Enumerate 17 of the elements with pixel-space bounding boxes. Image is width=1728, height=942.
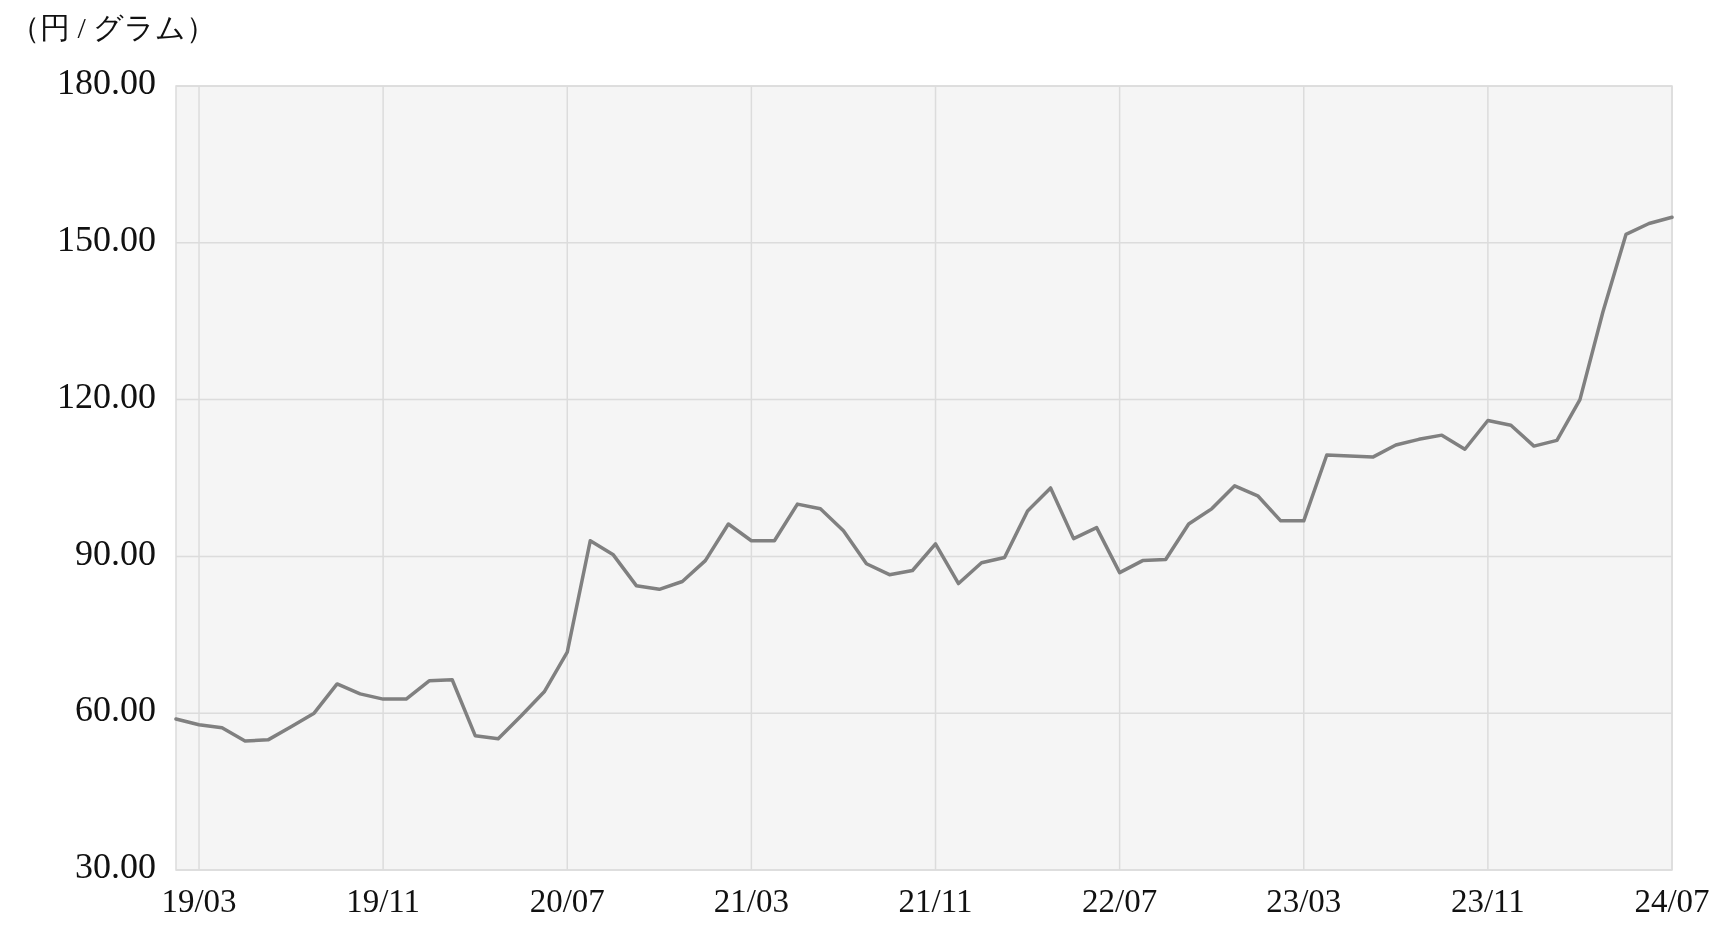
y-tick-label: 180.00 xyxy=(57,62,156,103)
y-tick-label: 150.00 xyxy=(57,219,156,260)
x-tick-label: 24/07 xyxy=(1634,883,1710,919)
x-tick-label: 22/07 xyxy=(1082,883,1158,919)
y-tick-label: 120.00 xyxy=(57,375,156,416)
x-tick-label: 20/07 xyxy=(529,883,605,919)
y-tick-label: 90.00 xyxy=(75,532,156,573)
x-tick-label: 23/11 xyxy=(1450,883,1525,919)
y-tick-label: 30.00 xyxy=(75,846,156,887)
x-tick-label: 23/03 xyxy=(1266,883,1342,919)
y-axis-title: （円 / グラム） xyxy=(10,11,217,44)
x-tick-label: 21/03 xyxy=(713,883,789,919)
line-series xyxy=(174,215,1674,743)
x-tick-label: 19/03 xyxy=(161,883,237,919)
y-tick-label: 60.00 xyxy=(75,689,156,730)
x-tick-label: 19/11 xyxy=(346,883,421,919)
x-tick-label: 21/11 xyxy=(898,883,973,919)
